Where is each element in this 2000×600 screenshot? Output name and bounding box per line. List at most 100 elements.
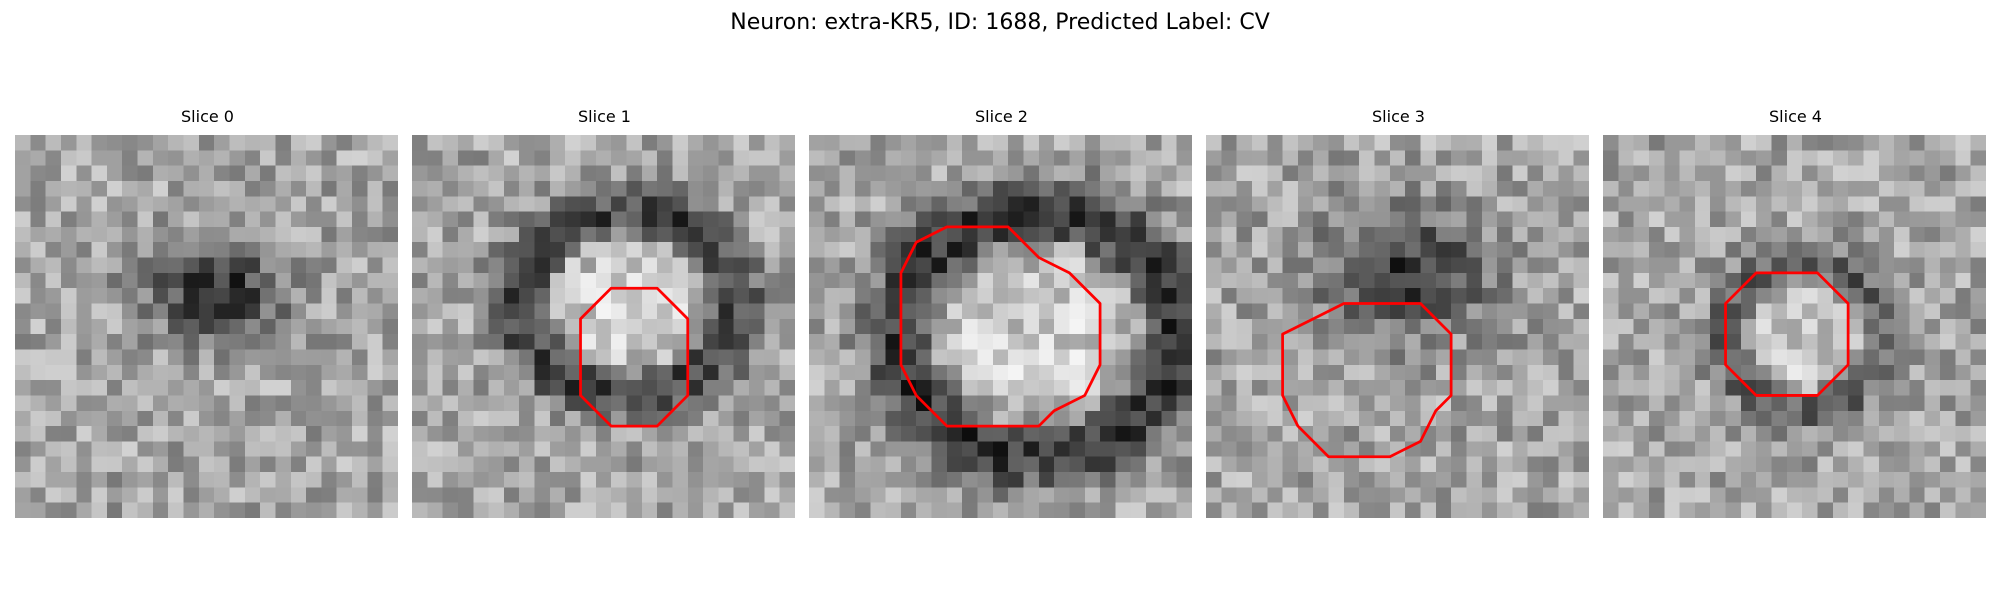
pixel	[183, 318, 199, 335]
pixel	[1054, 441, 1070, 457]
pixel	[580, 272, 596, 289]
pixel	[1878, 349, 1895, 365]
pixel	[137, 150, 153, 166]
pixel	[457, 487, 474, 503]
pixel	[580, 349, 596, 365]
pixel	[15, 487, 31, 503]
pixel	[1878, 364, 1895, 381]
pixel	[1817, 165, 1833, 181]
pixel	[1664, 472, 1680, 488]
pixel	[1069, 426, 1085, 442]
pixel	[1206, 349, 1222, 365]
pixel	[1466, 395, 1482, 411]
pixel	[962, 165, 978, 181]
pixel	[1405, 150, 1421, 166]
pixel	[1146, 426, 1162, 442]
pixel	[488, 180, 504, 197]
pixel	[1940, 303, 1956, 319]
pixel	[779, 426, 795, 442]
pixel	[412, 441, 428, 457]
pixel	[1573, 257, 1589, 273]
pixel	[534, 257, 550, 273]
pixel	[749, 303, 765, 319]
pixel	[764, 441, 780, 457]
pixel	[900, 380, 917, 396]
pixel	[1573, 426, 1589, 442]
pixel	[1374, 150, 1390, 166]
pixel	[1146, 150, 1162, 166]
pixel	[1648, 196, 1665, 212]
pixel	[641, 441, 658, 457]
pixel	[427, 150, 443, 166]
pixel	[106, 211, 123, 227]
pixel	[488, 150, 504, 166]
pixel	[1771, 180, 1787, 197]
pixel	[229, 150, 245, 166]
pixel	[1435, 364, 1452, 381]
pixel	[916, 426, 932, 442]
pixel	[244, 334, 261, 350]
pixel	[672, 472, 688, 488]
pixel	[1084, 380, 1101, 396]
pixel	[198, 334, 215, 350]
pixel	[1435, 456, 1452, 473]
pixel	[1940, 288, 1956, 304]
pixel	[1618, 502, 1634, 518]
pixel	[931, 395, 947, 411]
pixel	[1633, 502, 1649, 518]
pixel	[1420, 364, 1436, 381]
pixel	[260, 288, 276, 304]
pixel	[275, 257, 291, 273]
pixel	[565, 456, 581, 473]
pixel	[321, 349, 337, 365]
pixel	[595, 472, 612, 488]
pixel	[1466, 410, 1482, 427]
pixel	[367, 211, 383, 227]
pixel	[1069, 349, 1085, 365]
pixel	[1251, 472, 1268, 488]
pixel	[1054, 364, 1070, 381]
pixel	[1633, 180, 1649, 197]
pixel	[229, 472, 245, 488]
pixel	[1694, 364, 1711, 381]
pixel	[1664, 334, 1680, 350]
pixel	[992, 456, 1009, 473]
pixel	[870, 165, 886, 181]
pixel	[534, 334, 550, 350]
pixel	[76, 257, 92, 273]
pixel	[244, 257, 261, 273]
pixel	[1389, 211, 1406, 227]
pixel	[1221, 318, 1237, 335]
pixel	[718, 226, 734, 243]
pixel	[946, 426, 963, 442]
pixel	[1863, 196, 1879, 212]
pixel	[1710, 257, 1726, 273]
pixel	[1603, 257, 1619, 273]
pixel	[275, 487, 291, 503]
pixel	[1251, 303, 1268, 319]
pixel	[885, 288, 901, 304]
pixel	[1313, 502, 1329, 518]
pixel	[854, 150, 871, 166]
pixel	[412, 395, 428, 411]
pixel	[1267, 318, 1283, 335]
pixel	[626, 196, 642, 212]
pixel	[733, 472, 750, 488]
pixel	[1146, 257, 1162, 273]
pixel	[595, 364, 612, 381]
pixel	[1710, 242, 1726, 258]
pixel	[657, 472, 673, 488]
pixel	[15, 502, 31, 518]
pixel	[595, 303, 612, 319]
pixel	[1038, 472, 1055, 488]
pixel	[442, 441, 458, 457]
pixel	[1251, 364, 1268, 381]
pixel	[137, 456, 153, 473]
pixel	[641, 150, 658, 166]
pixel	[1251, 196, 1268, 212]
pixel	[1069, 135, 1085, 151]
pixel	[290, 502, 307, 518]
pixel	[977, 165, 993, 181]
pixel	[534, 426, 550, 442]
pixel	[718, 334, 734, 350]
